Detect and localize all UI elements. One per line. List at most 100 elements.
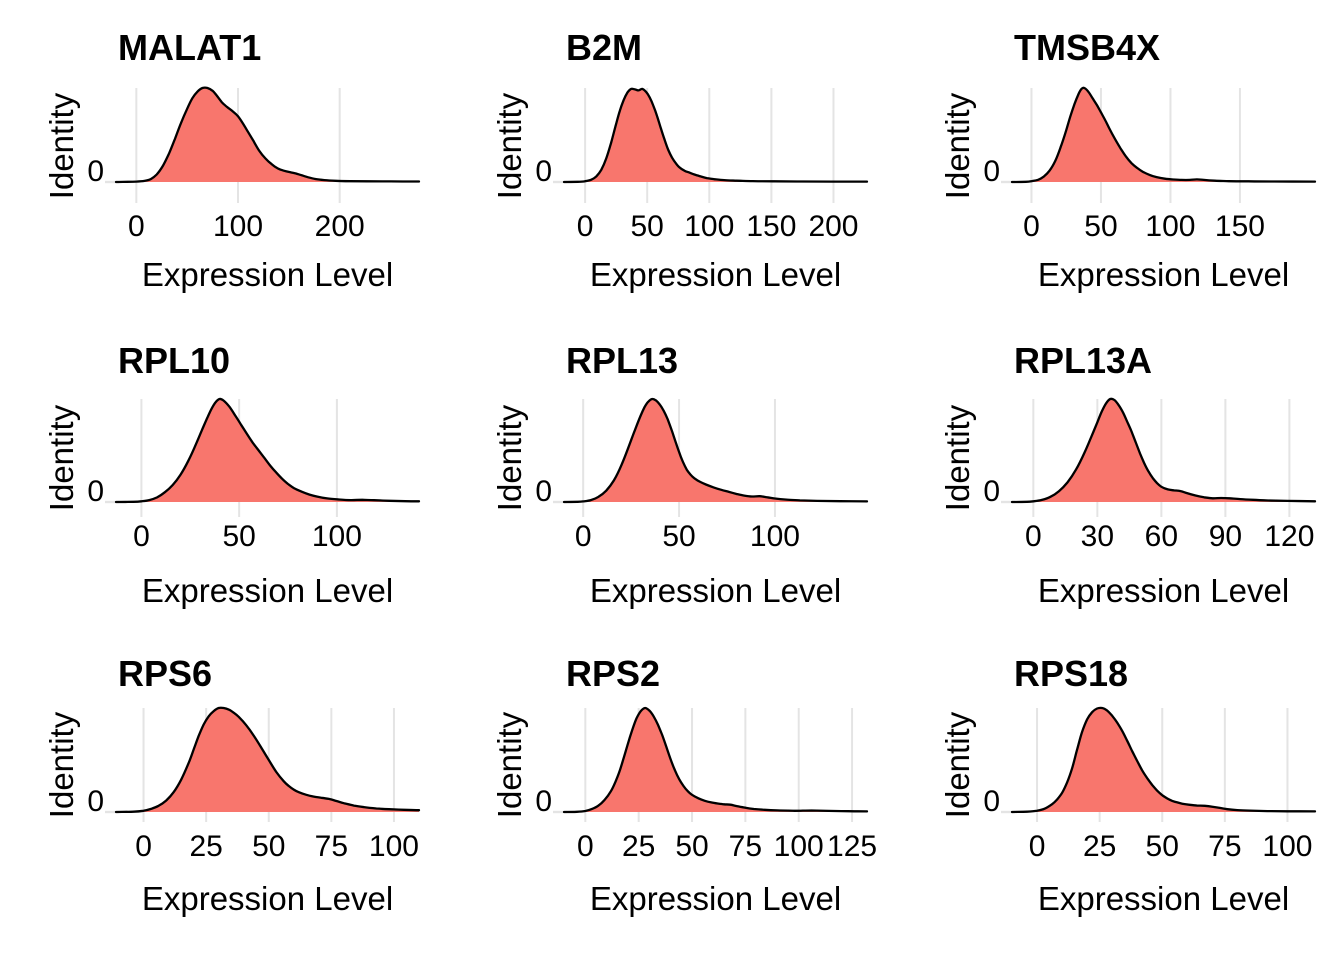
y-tick-label: 0 (983, 785, 1000, 818)
density-plot-svg (105, 706, 421, 822)
x-tick-label: 100 (368, 830, 419, 863)
x-tick-label: 100 (1262, 830, 1313, 863)
x-tick-label: 0 (1028, 830, 1046, 863)
x-tick-label: 0 (576, 830, 594, 863)
density-area (1012, 398, 1315, 502)
x-tick-label: 50 (675, 830, 709, 863)
y-axis-title: Identity (43, 404, 80, 512)
ridge-plot-cell: RPL10 0 50 100 Expression Level Identity 0 (0, 320, 448, 640)
y-axis-title: Identity (491, 711, 528, 819)
x-axis-title: Expression Level (589, 880, 842, 917)
ridge-plot-cell: RPS2 0 25 50 75 100 125 Expression Level Identit… (448, 640, 896, 960)
x-tick-label: 25 (189, 830, 223, 863)
density-plot-svg (1001, 397, 1317, 517)
plot-title: RPL13 (566, 340, 679, 381)
x-tick-label: 0 (1023, 210, 1040, 243)
y-tick-label: 0 (535, 155, 552, 188)
y-axis-title: Identity (491, 404, 528, 512)
density-area (564, 88, 867, 182)
x-tick-label: 100 (773, 830, 824, 863)
y-tick-label: 0 (87, 785, 104, 818)
x-tick-label: 50 (662, 520, 696, 553)
x-tick-label: 90 (1208, 520, 1243, 553)
density-plot-svg (1001, 706, 1317, 822)
x-tick-label: 100 (212, 210, 264, 243)
y-axis-title: Identity (43, 711, 80, 819)
x-tick-label: 125 (827, 830, 878, 863)
ridge-plot-cell: RPL13A 0 30 60 90 120 Expression Level Identity… (896, 320, 1344, 640)
x-tick-label: 50 (252, 830, 286, 863)
x-tick-label: 0 (574, 520, 592, 553)
y-axis-title: Identity (43, 92, 80, 199)
x-tick-label: 50 (222, 520, 256, 553)
x-tick-label: 150 (746, 210, 797, 243)
y-axis-title: Identity (939, 404, 976, 512)
x-axis-title: Expression Level (141, 256, 394, 293)
density-area (1012, 87, 1315, 182)
y-tick-label: 0 (535, 785, 552, 818)
y-tick-label: 0 (535, 475, 552, 508)
density-plot-svg (105, 397, 421, 517)
density-outline (114, 706, 421, 814)
density-outline (562, 87, 869, 184)
density-plot-svg (553, 87, 869, 203)
x-tick-label: 25 (621, 830, 656, 863)
x-axis-title: Expression Level (589, 256, 842, 293)
y-axis-title: Identity (939, 711, 976, 819)
density-outline (562, 706, 869, 814)
density-area (1012, 707, 1315, 812)
y-tick-label: 0 (983, 475, 1000, 508)
x-tick-label: 50 (1145, 830, 1179, 863)
density-area (116, 87, 419, 182)
x-tick-label: 30 (1080, 520, 1115, 553)
density-plot-svg (105, 86, 421, 203)
density-plot-svg (553, 397, 869, 517)
y-tick-label: 0 (87, 155, 104, 188)
plot-title: TMSB4X (1014, 27, 1161, 68)
density-area (564, 398, 867, 502)
x-tick-label: 200 (314, 210, 365, 243)
ridge-plot-cell: B2M 0 50 100 150 200 Expression Level Identity 0 (448, 0, 896, 320)
plot-title: RPS2 (566, 653, 661, 694)
density-outline (114, 397, 421, 504)
y-axis-title: Identity (939, 92, 976, 199)
plot-title: B2M (566, 27, 643, 68)
x-tick-label: 0 (1024, 520, 1042, 553)
ridge-plot-cell: RPL13 0 50 100 Expression Level Identity 0 (448, 320, 896, 640)
plot-title: MALAT1 (118, 27, 262, 68)
ridge-plot-cell: RPS18 0 25 50 75 100 Expression Level Identity 0 (896, 640, 1344, 960)
x-tick-label: 75 (314, 830, 349, 863)
density-outline (1010, 86, 1317, 184)
density-outline (1010, 706, 1317, 814)
x-tick-label: 0 (135, 830, 152, 863)
density-area (116, 398, 419, 502)
density-area (564, 707, 867, 812)
x-axis-title: Expression Level (1037, 572, 1290, 609)
x-tick-label: 0 (133, 520, 150, 553)
y-tick-label: 0 (983, 155, 1000, 188)
x-tick-label: 60 (1144, 520, 1179, 553)
ridge-plot-cell: TMSB4X 0 50 100 150 Expression Level Identity 0 (896, 0, 1344, 320)
x-tick-label: 50 (1084, 210, 1118, 243)
density-outline (562, 397, 869, 504)
plot-title: RPS6 (118, 653, 213, 694)
x-tick-label: 75 (728, 830, 763, 863)
ridge-plot-cell: MALAT1 0 100 200 Expression Level Identity 0 (0, 0, 448, 320)
x-tick-label: 120 (1264, 520, 1315, 553)
x-tick-label: 0 (127, 210, 145, 243)
x-tick-label: 200 (808, 210, 859, 243)
x-axis-title: Expression Level (1037, 880, 1290, 917)
density-plot-svg (1001, 86, 1317, 203)
plot-title: RPL10 (118, 340, 231, 381)
x-tick-label: 100 (749, 520, 800, 553)
x-axis-title: Expression Level (141, 572, 394, 609)
plot-title: RPS18 (1014, 653, 1129, 694)
ridge-plot-cell: RPS6 0 25 50 75 100 Expression Level Identity 0 (0, 640, 448, 960)
density-outline (1010, 397, 1317, 504)
x-tick-label: 100 (1145, 210, 1196, 243)
x-tick-label: 75 (1208, 830, 1242, 863)
x-axis-title: Expression Level (1037, 256, 1290, 293)
density-outline (114, 86, 421, 184)
